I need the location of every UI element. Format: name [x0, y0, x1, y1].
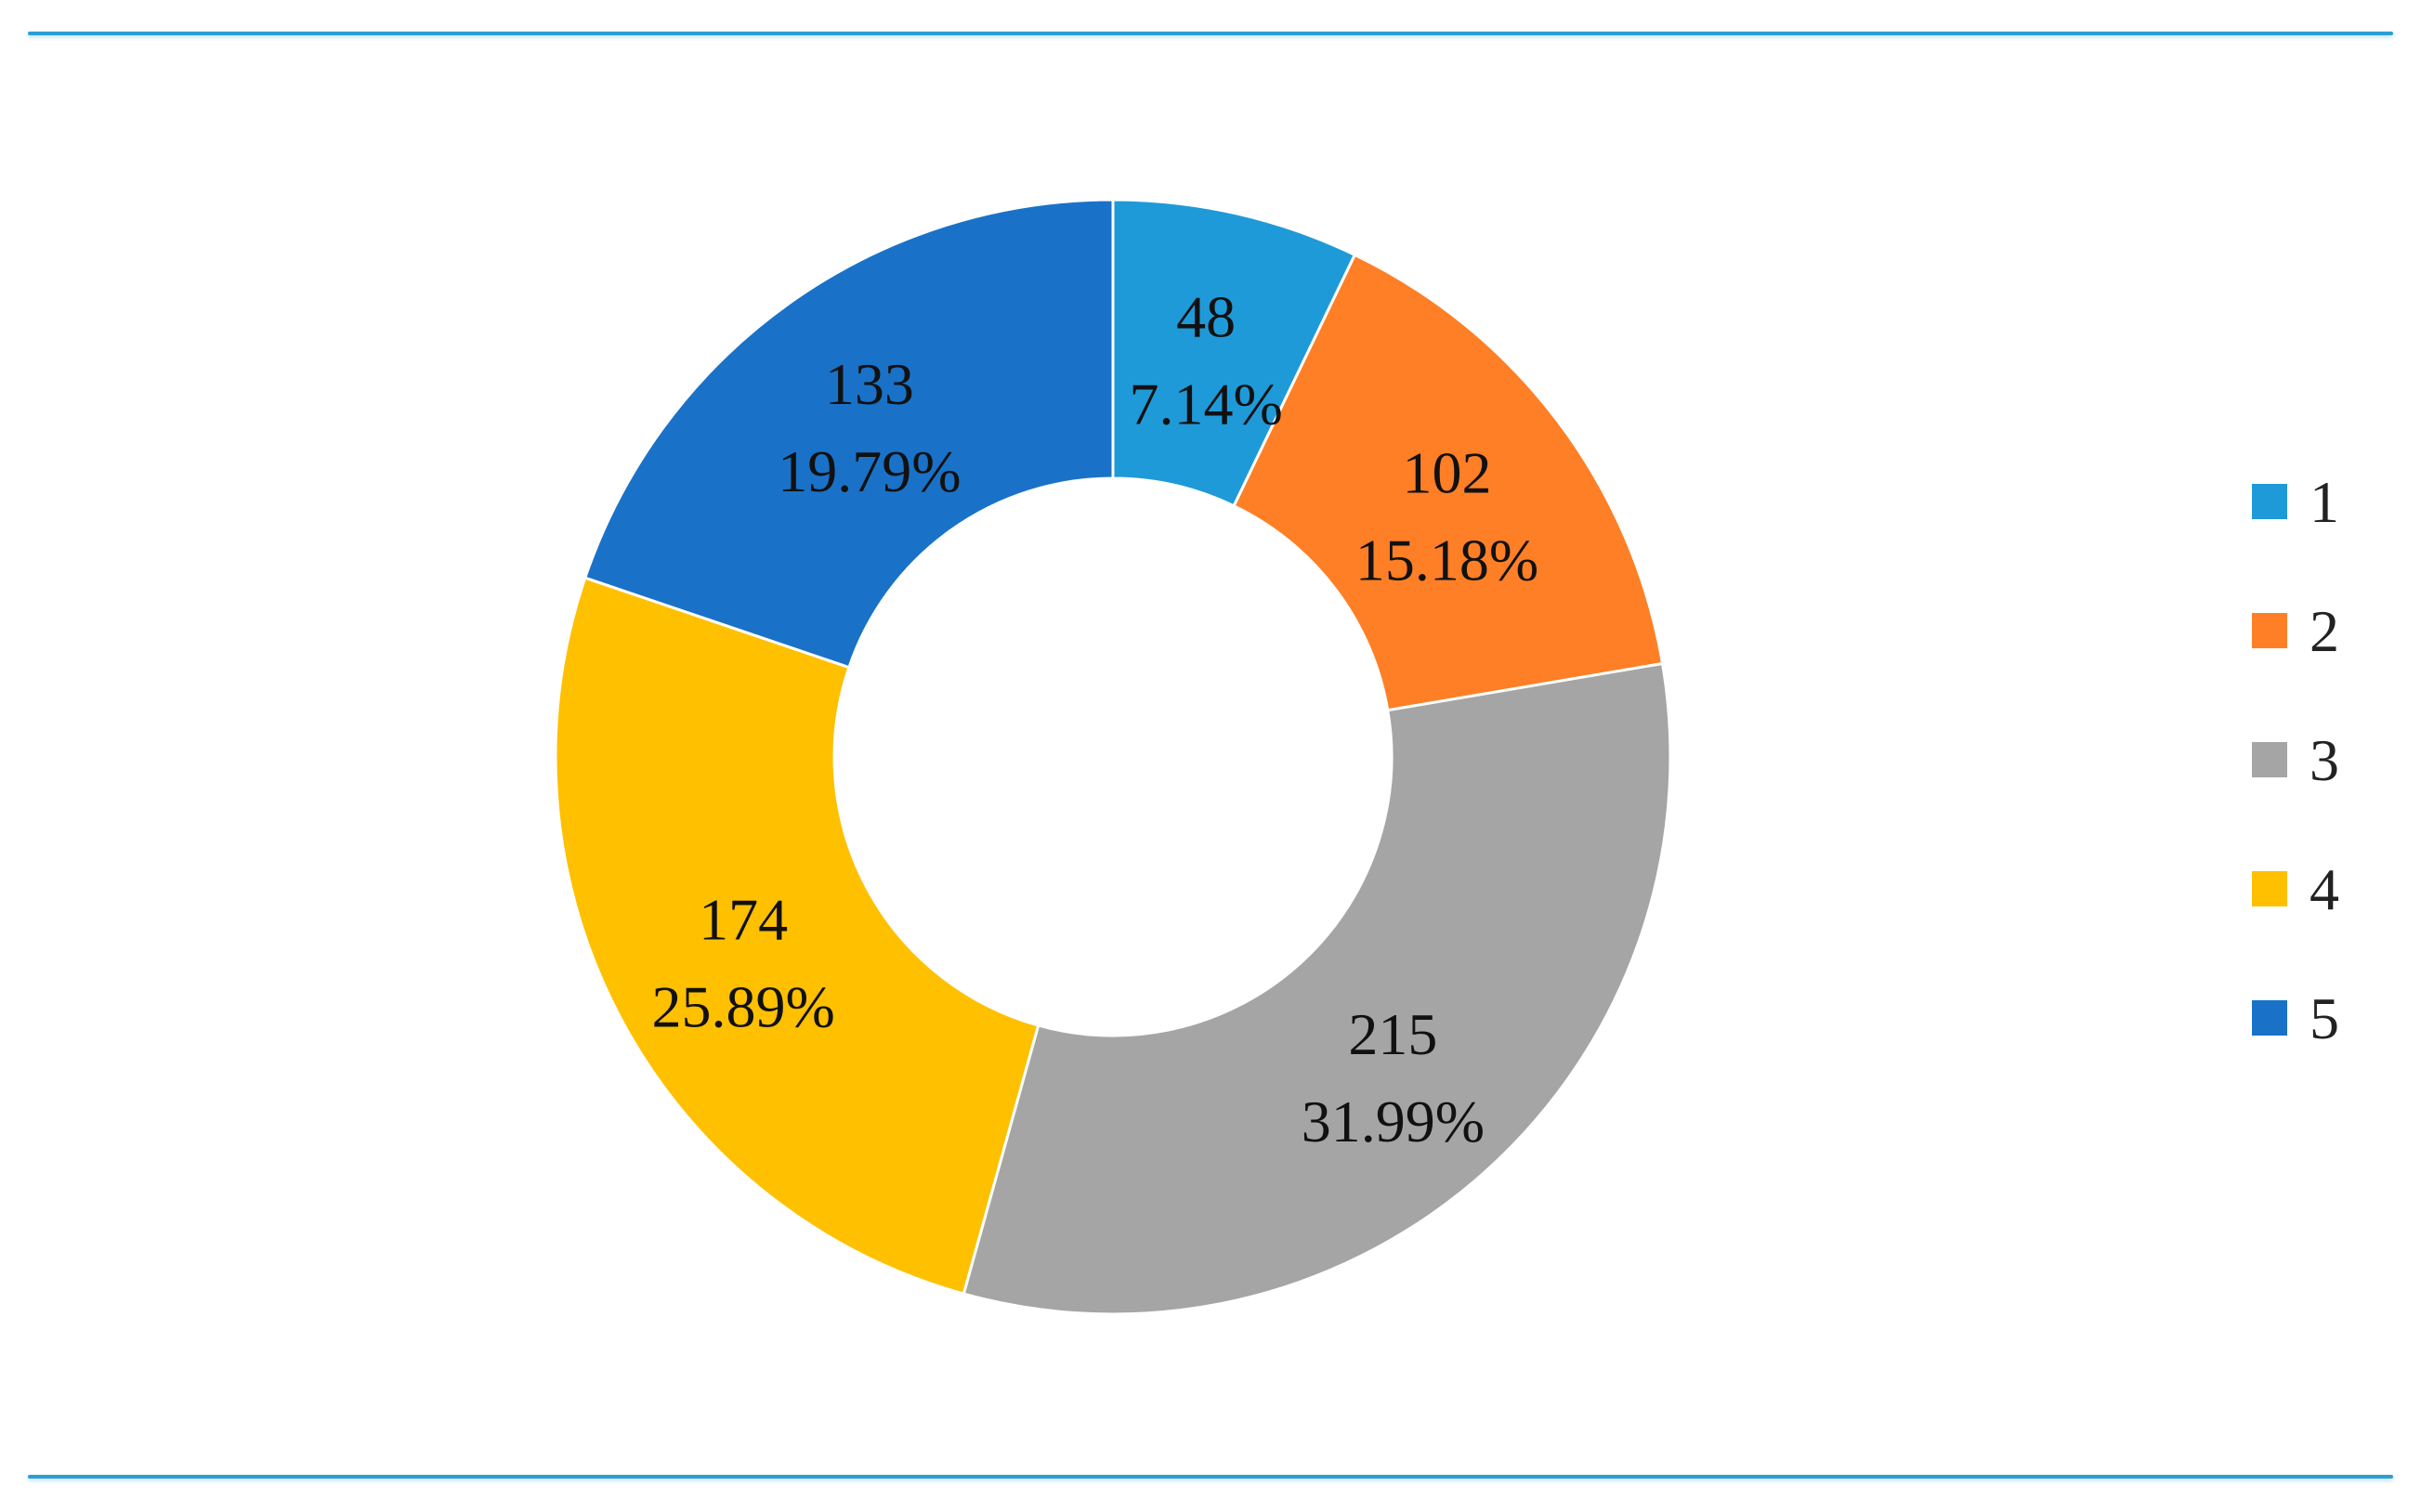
legend-item-5: 5	[2252, 985, 2339, 1051]
chart-legend: 1 2 3 4 5	[2252, 469, 2339, 1051]
slice-value-label-5: 133	[825, 351, 914, 417]
slice-percent-label-3: 31.99%	[1302, 1088, 1485, 1154]
legend-label-5: 5	[2310, 985, 2339, 1051]
slice-value-label-2: 102	[1403, 439, 1492, 505]
legend-swatch-5	[2252, 1000, 2287, 1036]
slice-4	[554, 576, 1040, 1296]
legend-swatch-3	[2252, 742, 2287, 777]
slice-value-label-3: 215	[1348, 1001, 1437, 1067]
slice-value-label-4: 174	[699, 886, 788, 952]
slice-5	[582, 198, 1115, 670]
legend-swatch-2	[2252, 613, 2287, 648]
slice-percent-label-4: 25.89%	[651, 973, 834, 1039]
slice-percent-label-1: 7.14%	[1129, 371, 1282, 437]
slice-percent-label-2: 15.18%	[1355, 527, 1538, 593]
legend-item-2: 2	[2252, 598, 2339, 664]
slice-3	[962, 661, 1672, 1316]
donut-slices	[554, 198, 1672, 1316]
legend-label-3: 3	[2310, 727, 2339, 793]
legend-swatch-1	[2252, 484, 2287, 519]
legend-label-4: 4	[2310, 856, 2339, 922]
legend-item-4: 4	[2252, 856, 2339, 922]
legend-item-3: 3	[2252, 727, 2339, 793]
slice-2	[1232, 253, 1665, 712]
slice-percent-label-5: 19.79%	[778, 438, 961, 504]
legend-item-1: 1	[2252, 469, 2339, 535]
legend-swatch-4	[2252, 871, 2287, 906]
bottom-border-rule	[28, 1475, 2393, 1479]
legend-label-1: 1	[2310, 469, 2339, 535]
top-border-rule	[28, 32, 2393, 35]
slice-labels: 48 7.14% 102 15.18% 215 31.99% 174 25.89% 133 19.…	[651, 283, 1538, 1154]
legend-label-2: 2	[2310, 598, 2339, 664]
slice-value-label-1: 48	[1176, 283, 1236, 349]
